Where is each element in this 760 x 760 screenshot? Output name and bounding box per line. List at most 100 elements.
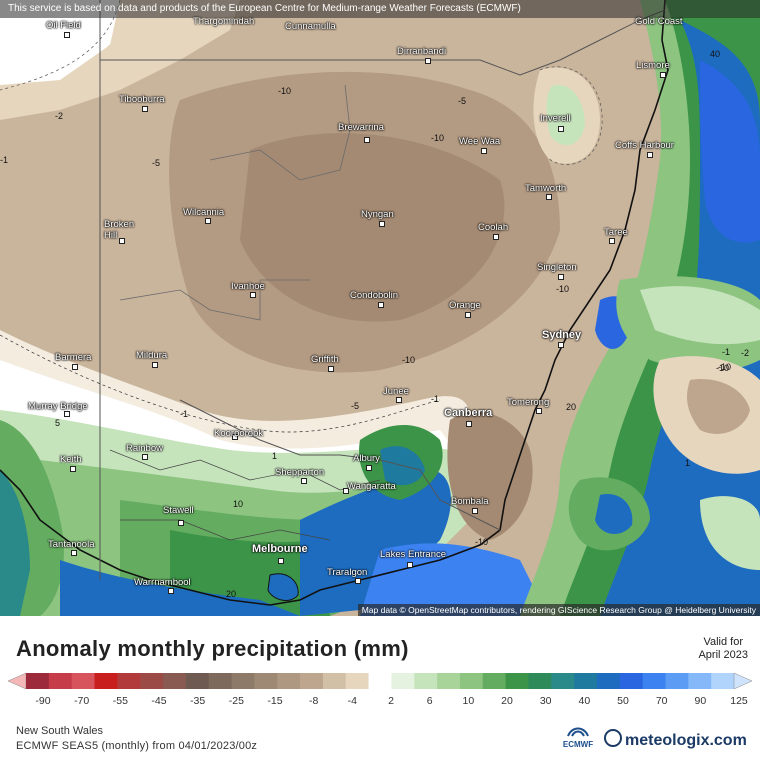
city-label: Warrnambool <box>134 577 191 588</box>
scale-swatch <box>528 673 552 689</box>
city-dot <box>364 137 370 143</box>
scale-swatch <box>277 673 301 689</box>
city-label: Brewarrina <box>338 122 384 133</box>
scale-swatch <box>71 673 96 689</box>
valid-label: Valid for <box>703 636 743 648</box>
scale-ticks: -90 -70 -55 -45 -35 -25 -15 -8 -4 2 6 10 20 30 40 50 70 9… <box>0 695 760 709</box>
city-dot <box>119 238 125 244</box>
city-label: Cunnamulla <box>285 21 336 32</box>
city-dot <box>609 238 615 244</box>
contour-label: 10 <box>233 499 244 509</box>
scale-tick-label: -8 <box>308 695 319 707</box>
city-label: Dirranbandi <box>397 46 447 57</box>
scale-swatch <box>459 673 484 689</box>
scale-swatch <box>551 673 575 689</box>
contour-label: -10 <box>402 355 416 365</box>
contour-label: -10 <box>716 363 730 373</box>
city-label: Inverell <box>540 113 571 124</box>
city-dot <box>168 588 174 594</box>
scale-swatch <box>26 673 50 689</box>
city-dot <box>205 218 211 224</box>
map-fields <box>0 0 760 616</box>
scale-swatch <box>688 673 712 689</box>
city-label: Junee <box>383 386 409 397</box>
city-label: Bombala <box>451 496 489 507</box>
scale-swatch <box>94 673 118 689</box>
contour-label: -10 <box>718 362 732 372</box>
contour-label: -10 <box>475 537 489 547</box>
contour-label: -2 <box>55 111 64 121</box>
scale-swatch <box>322 673 347 689</box>
scale-swatch <box>391 673 415 689</box>
contour-label: 40 <box>710 49 721 59</box>
model-info: ECMWF SEAS5 (monthly) from 04/01/2023/00… <box>16 740 258 752</box>
contour-label: -1 <box>431 394 440 404</box>
city-dot <box>278 558 284 564</box>
scale-swatch <box>574 673 598 689</box>
city-dot <box>343 488 349 494</box>
scale-swatch <box>711 673 735 689</box>
city-label: Singleton <box>537 262 577 273</box>
city-label: Sydney <box>542 329 582 341</box>
scale-tick-label: -35 <box>190 695 206 707</box>
city-dot <box>465 312 471 318</box>
contour-label: 20 <box>226 589 237 599</box>
city-label: Kooroorook <box>214 428 264 439</box>
city-label: Oil Field <box>46 20 81 31</box>
scale-swatch <box>163 673 187 689</box>
city-label: Canberra <box>444 407 493 419</box>
scale-swatch <box>300 673 324 689</box>
ecmwf-logo: ECMWF <box>560 724 596 749</box>
brand-logo[interactable]: meteologix.com <box>604 729 747 750</box>
city-label: Rainbow <box>126 443 163 454</box>
scale-tick-label: 6 <box>426 695 433 707</box>
scale-swatch <box>642 673 666 689</box>
city-label: Tomerong <box>507 397 550 408</box>
contour-label: -1 <box>722 347 731 357</box>
precipitation-anomaly-map[interactable]: This service is based on data and produc… <box>0 0 760 616</box>
city-dot <box>660 72 666 78</box>
city-dot <box>250 292 256 298</box>
scale-arrow-high <box>733 672 752 690</box>
city-dot <box>64 32 70 38</box>
city-dot <box>64 411 70 417</box>
contour-label: 1 <box>685 458 691 468</box>
city-label: Coffs Harbour <box>615 140 674 151</box>
scale-tick-label: 125 <box>730 695 748 707</box>
city-label: Coolah <box>478 222 509 233</box>
city-label: Wee Waa <box>459 136 501 147</box>
scale-tick-label: -4 <box>347 695 357 707</box>
city-dot <box>70 466 76 472</box>
city-label: Ivanhoe <box>231 281 265 292</box>
ecmwf-logo-icon <box>567 727 589 737</box>
city-dot <box>142 106 148 112</box>
ecmwf-logo-text: ECMWF <box>562 740 594 749</box>
scale-swatch <box>505 673 529 689</box>
scale-tick-label: 30 <box>539 695 552 707</box>
city-dot <box>546 194 552 200</box>
region-name: New South Wales <box>16 725 104 737</box>
city-dot <box>472 508 478 514</box>
city-dot <box>378 302 384 308</box>
contour-label: -10 <box>431 133 445 143</box>
city-label: Orange <box>449 300 481 311</box>
brand-text: meteologix.com <box>625 732 747 749</box>
city-label: Tibooburra <box>119 94 165 105</box>
city-dot <box>71 550 77 556</box>
map-attribution: Map data © OpenStreetMap contributors, r… <box>357 604 760 616</box>
scale-arrow-low <box>8 672 27 690</box>
scale-swatch <box>437 673 461 689</box>
contour-label: -5 <box>351 401 360 411</box>
contour-label: -1 <box>180 409 189 419</box>
city-label: Albury <box>353 453 380 464</box>
city-dot <box>481 148 487 154</box>
scale-tick-label: -55 <box>112 695 128 707</box>
scale-tick-label: 50 <box>617 695 629 707</box>
city-label: Wangaratta <box>347 481 396 492</box>
city-label: Wilcannia <box>183 207 225 218</box>
city-label: Stawell <box>163 505 194 516</box>
city-dot <box>152 362 158 368</box>
city-label: Gold Coast <box>635 16 683 27</box>
city-label: Broken Hill <box>104 219 135 241</box>
contour-label: -10 <box>556 284 570 294</box>
